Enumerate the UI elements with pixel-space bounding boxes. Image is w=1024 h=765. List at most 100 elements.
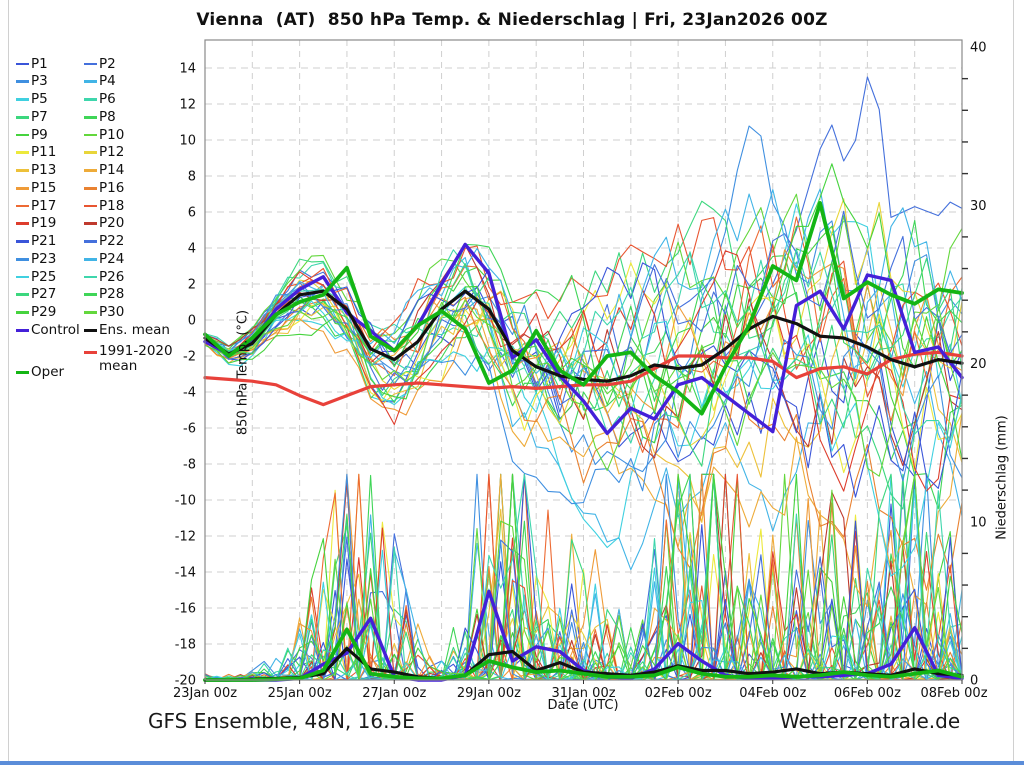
legend-row: P17 P18 bbox=[10, 198, 200, 214]
series-p26-temp bbox=[204, 248, 963, 441]
legend-label: P25 bbox=[31, 268, 57, 285]
legend-item-control: Control bbox=[16, 322, 80, 338]
legend-label: P8 bbox=[99, 108, 116, 125]
legend-swatch bbox=[16, 98, 29, 101]
chart-title: Vienna (AT) 850 hPa Temp. & Niederschlag… bbox=[196, 10, 828, 30]
legend-swatch bbox=[84, 293, 97, 297]
legend-swatch bbox=[84, 80, 97, 84]
legend-item-p3: P3 bbox=[16, 74, 48, 90]
series-p5-temp bbox=[204, 203, 963, 549]
y-left-tick-label: 14 bbox=[179, 62, 196, 77]
legend-row: P11 P12 bbox=[10, 145, 200, 161]
legend-swatch bbox=[84, 240, 97, 243]
y-left-tick-label: -4 bbox=[183, 386, 196, 401]
y-left-tick-label: 12 bbox=[179, 98, 196, 113]
legend-row: P29 P30 bbox=[10, 305, 200, 321]
series-p26-precip bbox=[204, 473, 963, 681]
legend-label: P15 bbox=[31, 179, 57, 196]
legend-item-p1: P1 bbox=[16, 56, 48, 72]
legend-label: P13 bbox=[31, 162, 57, 178]
legend-item-p18: P18 bbox=[84, 198, 124, 214]
series-p28-temp bbox=[204, 219, 963, 405]
legend-swatch bbox=[84, 169, 97, 172]
legend-item-p22: P22 bbox=[84, 234, 124, 250]
legend-label: P5 bbox=[31, 91, 48, 107]
legend-item-p6: P6 bbox=[84, 92, 116, 108]
y-left-tick-label: -10 bbox=[175, 494, 196, 509]
x-tick-label: 23Jan 00z bbox=[173, 686, 237, 701]
legend-row: 1991-2020 mean bbox=[10, 344, 200, 374]
legend-swatch bbox=[84, 257, 97, 261]
legend-row: P13 P14 bbox=[10, 163, 200, 179]
y-left-tick-label: 2 bbox=[188, 278, 196, 293]
legend-item-p13: P13 bbox=[16, 163, 56, 179]
legend-item-p29: P29 bbox=[16, 305, 56, 321]
legend-label: P26 bbox=[99, 268, 125, 285]
x-tick-label: 04Feb 00z bbox=[739, 686, 806, 701]
legend-label: P2 bbox=[99, 55, 116, 72]
legend-item-p8: P8 bbox=[84, 109, 116, 125]
legend-label: P4 bbox=[99, 73, 116, 90]
legend-swatch bbox=[16, 240, 29, 243]
legend-row: Oper bbox=[10, 364, 200, 380]
legend-swatch bbox=[84, 133, 97, 137]
y-left-tick-label: -14 bbox=[175, 566, 196, 581]
y-left-tick-label: -8 bbox=[183, 458, 196, 473]
footer-branding: Wetterzentrale.de bbox=[780, 709, 961, 733]
page-left-edge bbox=[8, 0, 9, 765]
legend-label: P27 bbox=[31, 286, 57, 303]
y-left-tick-label: -2 bbox=[183, 350, 196, 365]
y-left-tick-label: 10 bbox=[179, 134, 196, 149]
legend-row: P7 P8 bbox=[10, 109, 200, 125]
x-tick-label: 25Jan 00z bbox=[268, 686, 332, 701]
legend-swatch bbox=[84, 98, 97, 101]
legend-label: P1 bbox=[31, 55, 48, 72]
y-right-tick-label: 20 bbox=[970, 357, 987, 372]
legend-label: P10 bbox=[99, 126, 125, 143]
legend-swatch bbox=[84, 275, 97, 279]
legend-swatch bbox=[84, 351, 97, 354]
series-p25-temp bbox=[204, 300, 963, 577]
legend-item-p15: P15 bbox=[16, 180, 56, 196]
legend-swatch bbox=[84, 151, 97, 155]
legend-label: P30 bbox=[99, 304, 125, 320]
legend-row: P27 P28 bbox=[10, 287, 200, 303]
legend-swatch bbox=[16, 275, 29, 279]
y-left-tick-label: -16 bbox=[175, 602, 196, 617]
legend-item-p5: P5 bbox=[16, 92, 48, 108]
legend-item-p28: P28 bbox=[84, 287, 124, 303]
series-p20-temp bbox=[204, 244, 963, 467]
window-bottom-strip bbox=[0, 761, 1024, 765]
x-tick-label: 31Jan 00z bbox=[551, 686, 615, 701]
legend-label: P28 bbox=[99, 286, 125, 303]
y-left-tick-label: 8 bbox=[188, 170, 196, 185]
legend-item-p19: P19 bbox=[16, 216, 56, 232]
legend-label: P23 bbox=[31, 250, 57, 267]
series-ens-mean-temp bbox=[203, 289, 964, 383]
legend-item-p30: P30 bbox=[84, 305, 124, 321]
legend-row: P19 P20 bbox=[10, 216, 200, 232]
legend-label: P3 bbox=[31, 73, 48, 90]
legend-swatch bbox=[16, 186, 29, 190]
y-axis-right-label: Niederschlag (mm) bbox=[994, 415, 1010, 540]
legend-label: P14 bbox=[99, 162, 125, 178]
legend-label: Ens. mean bbox=[99, 321, 170, 338]
y-left-tick-label: -6 bbox=[183, 422, 196, 437]
legend-item-p12: P12 bbox=[84, 145, 124, 161]
y-right-tick-label: 0 bbox=[970, 674, 978, 689]
series-p14-temp bbox=[204, 296, 963, 608]
page-right-edge bbox=[1013, 0, 1014, 765]
legend-row: P15 P16 bbox=[10, 180, 200, 196]
legend-label: P19 bbox=[31, 215, 57, 232]
y-left-tick-label: 6 bbox=[188, 206, 196, 221]
series-oper-precip bbox=[203, 627, 964, 682]
legend-swatch bbox=[84, 328, 97, 332]
legend-item-oper: Oper bbox=[16, 364, 64, 380]
legend-label: P12 bbox=[99, 144, 125, 161]
series-oper-temp bbox=[203, 201, 964, 416]
series-p8-temp bbox=[204, 255, 963, 510]
x-tick-label: 29Jan 00z bbox=[457, 686, 521, 701]
legend-label: Oper bbox=[31, 363, 65, 380]
y-right-tick-label: 30 bbox=[970, 199, 987, 214]
